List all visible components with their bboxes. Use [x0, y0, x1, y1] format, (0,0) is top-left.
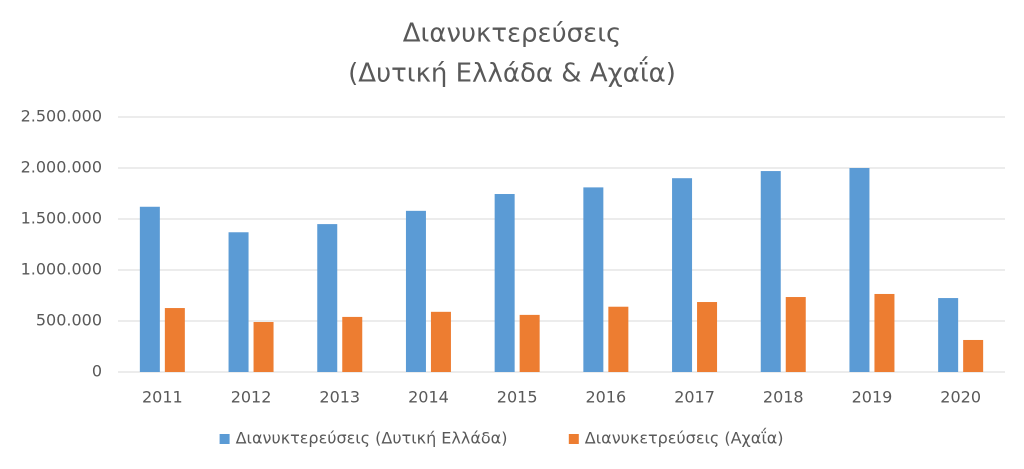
bar [608, 306, 629, 372]
y-tick-label: 2.500.000 [21, 107, 102, 126]
bar [342, 316, 363, 372]
bar [963, 339, 984, 372]
y-tick-label: 2.000.000 [21, 158, 102, 177]
bar [317, 224, 338, 372]
x-tick-label: 2020 [940, 388, 981, 407]
chart-title: Διανυκτερεύσεις [403, 19, 622, 49]
y-tick-label: 1.000.000 [21, 260, 102, 279]
bar [874, 293, 895, 372]
x-tick-label: 2013 [319, 388, 360, 407]
x-tick-label: 2018 [763, 388, 804, 407]
bar [228, 232, 249, 372]
legend-swatch [568, 434, 579, 444]
y-tick-label: 500.000 [36, 311, 102, 330]
bar [139, 206, 160, 372]
bar [672, 178, 693, 372]
x-tick-label: 2019 [852, 388, 893, 407]
bar [494, 194, 515, 372]
legend-label: Διανυκετρεύσεις (Αχαΐα) [585, 428, 784, 448]
bar [519, 314, 540, 372]
x-tick-label: 2016 [585, 388, 626, 407]
legend-label: Διανυκτερεύσεις (Δυτική Ελλάδα) [236, 429, 508, 448]
bar [785, 297, 806, 372]
bar [697, 302, 718, 372]
bar [760, 171, 781, 372]
x-tick-label: 2017 [674, 388, 715, 407]
x-tick-label: 2015 [497, 388, 538, 407]
bar [430, 311, 451, 372]
y-tick-label: 0 [92, 362, 102, 381]
x-tick-label: 2014 [408, 388, 449, 407]
x-tick-label: 2011 [142, 388, 183, 407]
bar [164, 308, 185, 372]
bar [849, 168, 870, 372]
legend-swatch [219, 434, 230, 444]
y-tick-label: 1.500.000 [21, 209, 102, 228]
bar [583, 187, 604, 372]
chart-title: (Δυτική Ελλάδα & Αχαΐα) [348, 56, 676, 89]
bar [405, 210, 426, 372]
bar [253, 322, 274, 372]
x-tick-label: 2012 [231, 388, 272, 407]
bar [938, 298, 959, 372]
